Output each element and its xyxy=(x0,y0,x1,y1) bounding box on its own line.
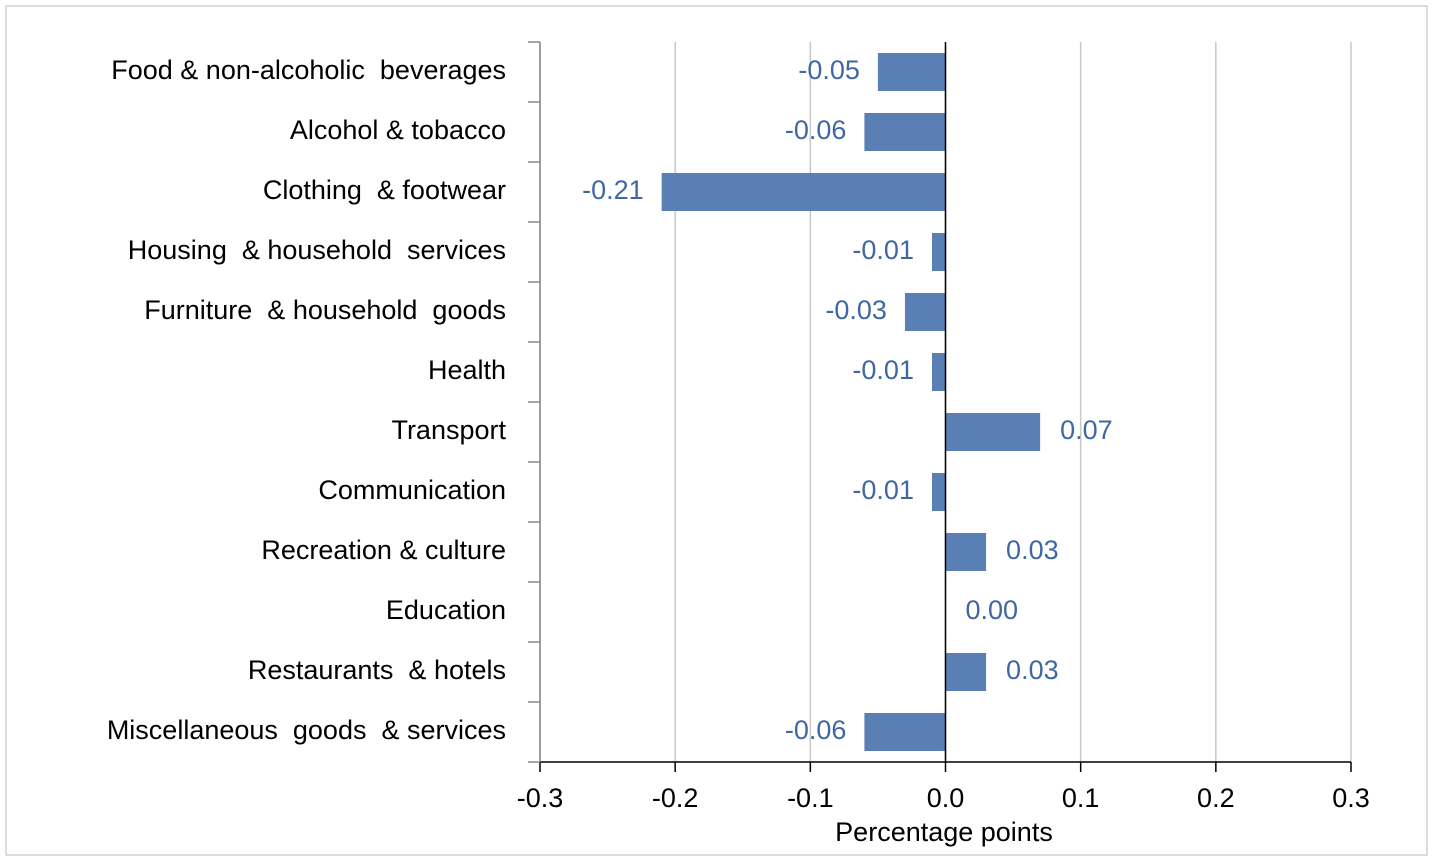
bar xyxy=(864,713,946,751)
x-axis-title: Percentage points xyxy=(835,817,1053,847)
data-label: -0.05 xyxy=(798,55,860,85)
x-tick-label: -0.1 xyxy=(787,783,834,813)
bar xyxy=(904,293,946,331)
data-label: -0.06 xyxy=(785,715,847,745)
bar xyxy=(945,533,987,571)
data-label: -0.06 xyxy=(785,115,847,145)
bar xyxy=(864,113,946,151)
bar xyxy=(931,353,946,391)
x-tick-label: 0.1 xyxy=(1062,783,1100,813)
category-label: Furniture & household goods xyxy=(144,295,506,325)
category-label: Clothing & footwear xyxy=(263,175,506,205)
bar xyxy=(945,653,987,691)
x-tick-label: -0.3 xyxy=(517,783,564,813)
category-label: Housing & household services xyxy=(128,235,506,265)
x-tick-label: 0.0 xyxy=(927,783,965,813)
data-label: -0.01 xyxy=(852,355,914,385)
data-label: -0.03 xyxy=(825,295,887,325)
category-label: Restaurants & hotels xyxy=(248,655,506,685)
data-label: -0.01 xyxy=(852,235,914,265)
bar xyxy=(931,233,946,271)
x-tick-label: 0.2 xyxy=(1197,783,1235,813)
x-tick-label: 0.3 xyxy=(1332,783,1370,813)
category-label: Miscellaneous goods & services xyxy=(107,715,506,745)
category-label: Communication xyxy=(318,475,506,505)
data-label: -0.21 xyxy=(582,175,644,205)
bar xyxy=(877,53,946,91)
data-label: 0.07 xyxy=(1060,415,1113,445)
data-label: 0.03 xyxy=(1006,535,1059,565)
data-label: 0.03 xyxy=(1006,655,1059,685)
category-label: Food & non-alcoholic beverages xyxy=(111,55,506,85)
category-label: Health xyxy=(428,355,506,385)
category-label: Education xyxy=(386,595,506,625)
chart-frame xyxy=(5,5,1428,856)
bar xyxy=(931,473,946,511)
category-label: Transport xyxy=(391,415,506,445)
data-label: 0.00 xyxy=(966,595,1019,625)
x-tick-label: -0.2 xyxy=(652,783,699,813)
bar xyxy=(661,173,946,211)
category-label: Alcohol & tobacco xyxy=(290,115,506,145)
data-label: -0.01 xyxy=(852,475,914,505)
category-label: Recreation & culture xyxy=(261,535,506,565)
bar xyxy=(945,413,1041,451)
